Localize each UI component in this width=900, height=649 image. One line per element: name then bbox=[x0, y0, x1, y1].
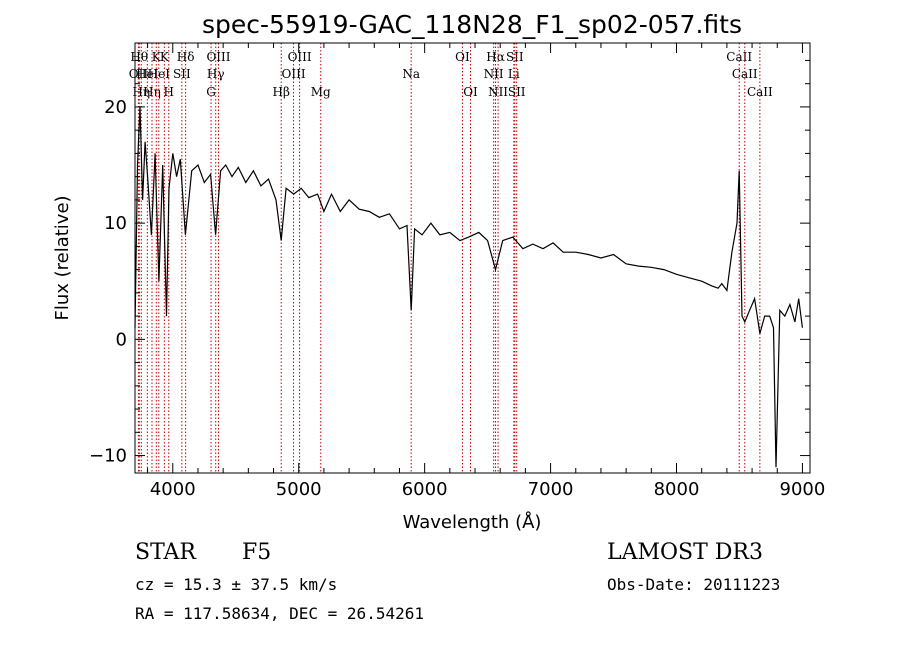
y-tick-label: 20 bbox=[104, 97, 127, 118]
spectral-line-label: OIII bbox=[206, 50, 230, 64]
spectral-line-label: CaII bbox=[747, 85, 773, 99]
spectral-line-label: Li bbox=[508, 67, 520, 81]
spectral-line-label: Mg bbox=[311, 85, 331, 99]
y-tick-label: 0 bbox=[116, 329, 127, 350]
spectral-line-label: HeI bbox=[148, 67, 171, 81]
spectral-line-label: CaII bbox=[732, 67, 758, 81]
spectral-line-label: Hδ bbox=[177, 50, 195, 64]
spectral-line-label: OIII bbox=[282, 67, 306, 81]
spectral-line-label: Hθ bbox=[130, 50, 148, 64]
spectral-line-label: HeI bbox=[136, 67, 159, 81]
spectral-line-label: Hη bbox=[143, 85, 161, 99]
spectral-line-label: CaII bbox=[726, 50, 752, 64]
spectral-line-label: SII bbox=[173, 67, 191, 81]
spectral-line-label: OII bbox=[129, 67, 149, 81]
x-axis-label: Wavelength (Å) bbox=[403, 511, 542, 533]
spectrum-line bbox=[134, 106, 803, 468]
x-tick-label: 9000 bbox=[780, 479, 826, 500]
spectral-line-label: OI bbox=[455, 50, 470, 64]
y-tick-label: −10 bbox=[89, 446, 127, 467]
spectral-line-label: Na bbox=[402, 67, 420, 81]
spectral-line-label: Hγ bbox=[207, 67, 225, 81]
x-tick-label: 7000 bbox=[528, 479, 574, 500]
spectral-line-label: OI bbox=[463, 85, 478, 99]
spectral-line-label: K bbox=[152, 50, 162, 64]
sky-coordinates: RA = 117.58634, DEC = 26.54261 bbox=[135, 604, 424, 623]
spectral-line-label: Hη bbox=[132, 85, 150, 99]
redshift-velocity: cz = 15.3 ± 37.5 km/s bbox=[135, 575, 338, 594]
object-class: STAR bbox=[135, 540, 196, 565]
spectral-line-label: OIII bbox=[288, 50, 312, 64]
x-tick-label: 6000 bbox=[402, 479, 448, 500]
x-tick-label: 4000 bbox=[150, 479, 196, 500]
spectral-line-label: Hβ bbox=[273, 85, 290, 99]
x-tick-label: 5000 bbox=[276, 479, 322, 500]
spectral-line-label: SII bbox=[506, 50, 524, 64]
spectral-line-label: K bbox=[160, 50, 170, 64]
object-subclass: F5 bbox=[242, 540, 272, 565]
x-tick-label: 8000 bbox=[654, 479, 700, 500]
spectral-line-label: G bbox=[206, 85, 216, 99]
spectral-line-label: Hα bbox=[486, 50, 505, 64]
chart-title: spec-55919-GAC_118N28_F1_sp02-057.fits bbox=[202, 10, 742, 39]
observation-date: Obs-Date: 20111223 bbox=[607, 575, 781, 594]
y-axis-label: Flux (relative) bbox=[52, 195, 73, 320]
spectral-line-label: SII bbox=[508, 85, 526, 99]
survey-name: LAMOST DR3 bbox=[607, 540, 763, 565]
y-tick-label: 10 bbox=[104, 213, 127, 234]
spectral-line-label: NII bbox=[484, 67, 504, 81]
spectral-line-label: H bbox=[164, 85, 174, 99]
spectral-line-label: NII bbox=[488, 85, 508, 99]
plot-frame bbox=[134, 42, 811, 474]
